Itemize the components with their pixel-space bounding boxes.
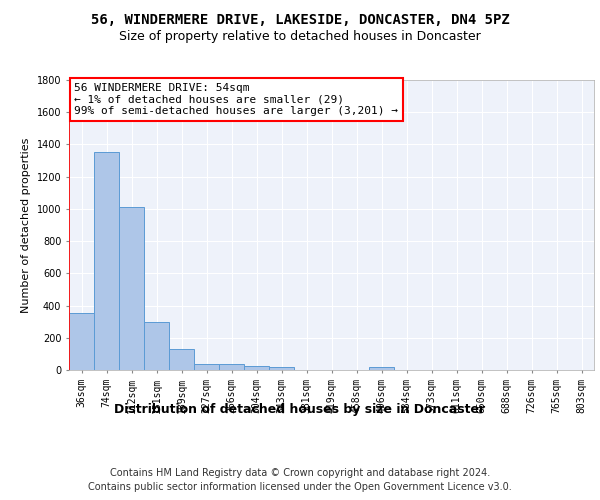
Bar [69, 313, 94, 370]
Text: 56, WINDERMERE DRIVE, LAKESIDE, DONCASTER, DN4 5PZ: 56, WINDERMERE DRIVE, LAKESIDE, DONCASTE… [91, 12, 509, 26]
Y-axis label: Number of detached properties: Number of detached properties [21, 138, 31, 312]
Bar [244, 366, 269, 370]
Bar [169, 349, 194, 370]
Bar [269, 368, 294, 370]
Bar [94, 152, 119, 370]
Text: Distribution of detached houses by size in Doncaster: Distribution of detached houses by size … [115, 402, 485, 415]
Text: Contains HM Land Registry data © Crown copyright and database right 2024.
Contai: Contains HM Land Registry data © Crown c… [88, 468, 512, 492]
Text: 56 WINDERMERE DRIVE: 54sqm
← 1% of detached houses are smaller (29)
99% of semi-: 56 WINDERMERE DRIVE: 54sqm ← 1% of detac… [74, 83, 398, 116]
Bar [194, 364, 219, 370]
Bar [144, 322, 169, 370]
Bar [119, 208, 144, 370]
Bar [369, 367, 394, 370]
Bar [219, 364, 244, 370]
Text: Size of property relative to detached houses in Doncaster: Size of property relative to detached ho… [119, 30, 481, 43]
